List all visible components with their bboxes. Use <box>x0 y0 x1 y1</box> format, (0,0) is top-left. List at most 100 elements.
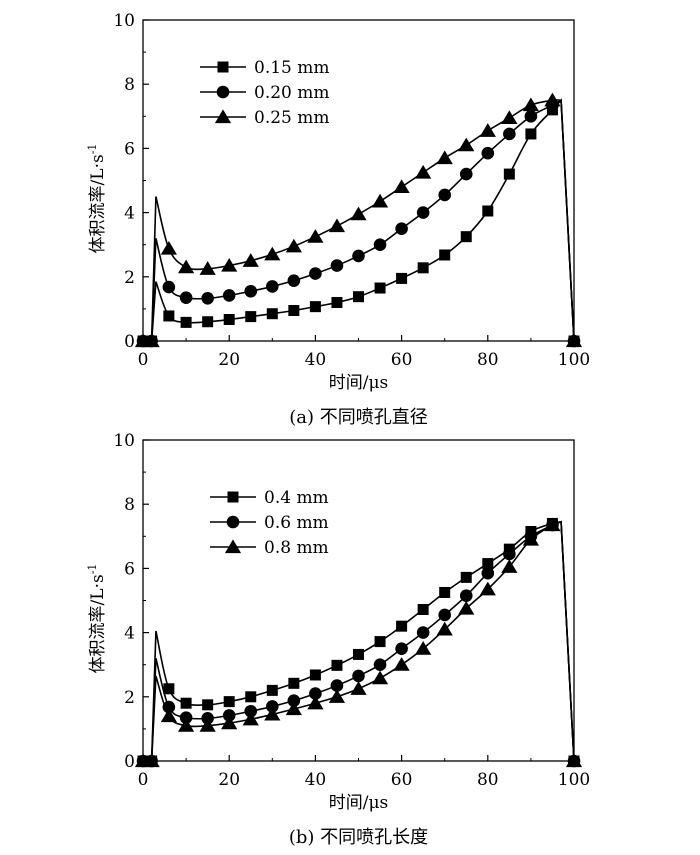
data-point <box>350 206 367 221</box>
y-tick-label: 2 <box>124 688 135 708</box>
y-tick-label: 8 <box>124 75 135 95</box>
data-point <box>242 253 259 267</box>
data-point <box>396 620 408 632</box>
data-point <box>501 110 518 125</box>
data-point <box>482 205 494 217</box>
data-point <box>503 547 516 561</box>
x-tick-label: 0 <box>138 770 149 790</box>
data-point <box>458 137 475 152</box>
y-tick-label: 6 <box>124 559 135 579</box>
x-tick-label: 60 <box>391 350 413 370</box>
legend-label: 0.15 mm <box>254 58 330 78</box>
data-point <box>353 648 364 660</box>
data-point <box>482 558 494 570</box>
data-point <box>395 222 408 235</box>
x-tick-label: 80 <box>477 350 499 370</box>
data-point <box>178 259 195 274</box>
data-point <box>287 694 301 707</box>
data-point <box>287 274 301 287</box>
data-point <box>307 229 324 243</box>
data-point <box>352 669 365 683</box>
data-point <box>459 589 473 602</box>
legend: 0.15 mm 0.20 mm 0.25 mm <box>200 58 330 128</box>
legend-marker <box>214 109 232 124</box>
data-point <box>350 681 367 695</box>
data-point <box>438 608 452 622</box>
data-point <box>371 670 389 685</box>
data-point <box>416 206 430 219</box>
x-tick-label: 40 <box>305 350 327 370</box>
data-point <box>179 711 193 724</box>
data-point <box>415 641 432 655</box>
data-point <box>199 261 216 275</box>
data-point <box>436 621 453 636</box>
x-tick-label: 40 <box>305 770 327 790</box>
data-point <box>244 284 258 298</box>
data-point <box>331 659 343 671</box>
data-point <box>415 164 432 179</box>
data-point <box>373 238 387 251</box>
data-point <box>163 310 175 322</box>
series-0.8-mm <box>134 517 583 768</box>
data-point <box>525 128 537 140</box>
data-point <box>143 333 160 348</box>
data-point <box>201 292 214 305</box>
x-tick-label: 0 <box>138 350 149 370</box>
data-point <box>565 753 583 768</box>
data-point <box>331 296 343 308</box>
data-point <box>309 267 322 280</box>
data-point <box>328 218 346 233</box>
data-point <box>266 684 278 696</box>
data-point <box>439 249 451 261</box>
data-point <box>371 193 389 208</box>
data-point <box>438 188 452 202</box>
y-tick-label: 0 <box>124 752 135 772</box>
data-point <box>439 586 451 598</box>
x-tick-label: 80 <box>477 770 499 790</box>
data-point <box>264 246 281 261</box>
data-point <box>544 92 561 107</box>
data-point <box>481 146 495 160</box>
legend-label: 0.4 mm <box>264 488 329 508</box>
y-tick-label: 8 <box>124 495 135 515</box>
legend-marker <box>216 85 230 99</box>
y-axis-label-superscript: -1 <box>86 564 99 575</box>
data-point <box>373 658 387 671</box>
data-point <box>309 669 321 681</box>
data-point <box>460 231 472 243</box>
data-point <box>242 711 259 726</box>
data-point <box>223 313 235 325</box>
series-0.25-mm <box>134 92 583 348</box>
x-axis-label: 时间/μs <box>329 373 389 393</box>
data-point <box>352 249 365 263</box>
panel-b: 0 20 40 60 80 100 0 2 4 6 8 10 时间/μs 体积流率/L·s-1 0.4 mm… <box>86 431 590 848</box>
data-point <box>288 677 300 689</box>
data-point <box>330 259 344 272</box>
legend-marker <box>227 491 239 503</box>
data-point <box>202 699 214 711</box>
data-point <box>501 559 518 573</box>
data-point <box>330 679 344 692</box>
data-point <box>199 718 216 732</box>
data-point <box>266 700 279 713</box>
panel-caption: (a) 不同喷孔直径 <box>289 407 428 428</box>
data-point <box>416 626 430 639</box>
data-point <box>309 301 321 313</box>
data-point <box>202 316 214 328</box>
y-axis-label: 体积流率/L·s-1 <box>86 564 108 674</box>
y-tick-label: 4 <box>124 204 135 224</box>
legend-marker <box>224 539 242 554</box>
data-point <box>374 282 386 294</box>
data-point <box>436 150 453 165</box>
x-tick-label: 100 <box>558 770 590 790</box>
legend-label: 0.20 mm <box>254 83 330 103</box>
data-point <box>503 168 515 180</box>
panel-caption: (b) 不同喷孔长度 <box>289 827 428 848</box>
y-tick-label: 0 <box>124 332 135 352</box>
data-point <box>285 238 302 253</box>
y-axis-label-superscript: -1 <box>86 144 99 155</box>
data-point <box>396 272 408 284</box>
data-point <box>266 280 279 293</box>
x-tick-label: 20 <box>218 770 240 790</box>
